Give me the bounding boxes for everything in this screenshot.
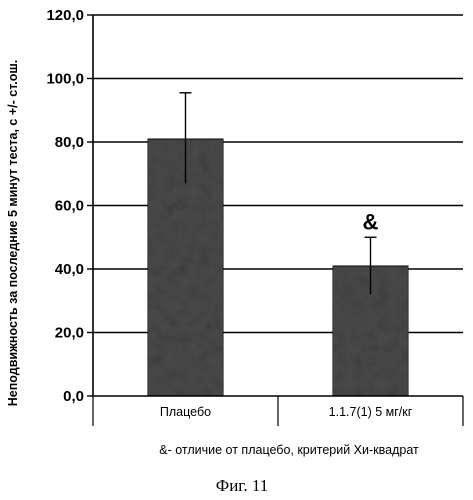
y-tick-label: 0,0	[63, 388, 84, 405]
significance-marker: &	[363, 209, 379, 234]
x-tick-label: 1.1.7(1) 5 мг/кг	[329, 405, 413, 419]
bars	[148, 139, 409, 396]
y-tick-labels: 0,0 20,0 40,0 60,0 80,0 100,0 120,0	[46, 7, 84, 405]
x-tick-label: Плацебо	[160, 405, 211, 419]
footnote: &- отличие от плацебо, критерий Хи-квадр…	[159, 443, 419, 457]
y-tick-label: 80,0	[55, 134, 84, 151]
x-tick-labels: Плацебо 1.1.7(1) 5 мг/кг	[160, 405, 413, 419]
figure-caption: Фиг. 11	[216, 476, 268, 495]
y-tick-label: 100,0	[46, 71, 84, 88]
bar-annotations: &	[363, 209, 379, 234]
y-tick-label: 120,0	[46, 7, 84, 24]
y-tick-label: 20,0	[55, 325, 84, 342]
y-tick-label: 60,0	[55, 198, 84, 215]
y-tick-label: 40,0	[55, 261, 84, 278]
y-axis-label: Неподвижность за последние 5 минут теста…	[6, 60, 20, 406]
